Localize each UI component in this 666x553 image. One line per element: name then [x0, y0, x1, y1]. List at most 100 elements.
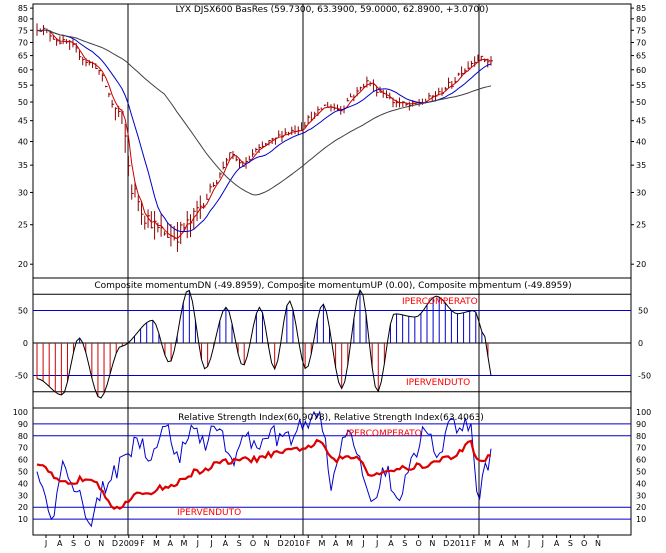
rsi-long-line: [36, 438, 492, 510]
year-divider-lines: [127, 4, 480, 535]
price-y-tick-label: 40: [636, 138, 646, 147]
rsi-y-tick-label: 90: [18, 420, 28, 429]
price-y-tick-label: 60: [636, 66, 646, 75]
x-tick-month-label: M: [346, 539, 353, 548]
price-y-tick-label: 55: [636, 81, 646, 90]
price-y-tick-label: 45: [636, 117, 646, 126]
x-tick-year-label: 2009: [119, 539, 139, 548]
x-tick-month-label: F: [471, 539, 476, 548]
x-tick-year-label: 2010: [284, 539, 304, 548]
x-tick-month-label: O: [250, 539, 256, 548]
rsi-y-tick-label: 70: [636, 444, 646, 453]
x-tick-month-label: N: [595, 539, 601, 548]
x-tick-month-label: J: [196, 539, 199, 548]
x-tick-month-label: J: [209, 539, 212, 548]
x-tick-month-label: A: [57, 539, 63, 548]
price-y-tick-label: 35: [636, 161, 646, 170]
price-y-tick-label: 25: [18, 221, 28, 230]
x-tick-month-label: S: [568, 539, 573, 548]
x-tick-month-label: D: [278, 539, 284, 548]
x-tick-month-label: A: [554, 539, 560, 548]
x-tick-month-label: J: [375, 539, 378, 548]
price-title: LYX DJSX600 BasRes (59.7300, 63.3900, 59…: [176, 5, 489, 15]
price-y-tick-label: 85: [18, 4, 28, 13]
rsi-y-tick-label: 50: [636, 468, 646, 477]
rsi-y-tick-label: 20: [636, 503, 646, 512]
momentum-y-tick-label: 50: [638, 307, 648, 316]
rsi-y-tick-label: 60: [636, 456, 646, 465]
x-tick-month-label: F: [306, 539, 311, 548]
rsi-y-axis-ticks: 10 10 20 20 30 30 40 40 50 50 60 60 70 70 80 80 90 90 100 1…: [13, 408, 652, 524]
rsi-y-tick-label: 20: [18, 503, 28, 512]
moving-average-40: [36, 29, 492, 196]
x-tick-month-label: J: [527, 539, 530, 548]
rsi-y-tick-label: 60: [18, 456, 28, 465]
x-tick-month-label: M: [181, 539, 188, 548]
x-tick-month-label: F: [140, 539, 145, 548]
momentum-overbought-label: IPERCOMPERATO: [402, 297, 478, 307]
rsi-y-tick-label: 50: [18, 468, 28, 477]
x-tick-month-label: O: [581, 539, 587, 548]
price-y-tick-label: 85: [636, 4, 646, 13]
price-y-axis-ticks: 20 20 25 25 30 30 35 35 40 40 45 45 50 50 55 55 60 60 65 65…: [18, 4, 646, 269]
x-tick-month-label: S: [237, 539, 242, 548]
x-tick-month-label: M: [319, 539, 326, 548]
rsi-y-tick-label: 40: [636, 479, 646, 488]
x-tick-month-label: M: [153, 539, 160, 548]
price-y-tick-label: 45: [18, 117, 28, 126]
momentum-y-tick-label: -50: [15, 372, 28, 381]
x-tick-month-label: D: [112, 539, 118, 548]
rsi-y-tick-label: 90: [636, 420, 646, 429]
price-y-tick-label: 75: [636, 26, 646, 35]
momentum-y-tick-label: -50: [638, 372, 651, 381]
rsi-panel-frame: [32, 407, 632, 536]
momentum-title: Composite momentumDN (-49.8959), Composi…: [94, 281, 571, 291]
price-y-tick-label: 30: [636, 188, 646, 197]
x-tick-month-label: O: [415, 539, 421, 548]
rsi-y-tick-label: 10: [636, 515, 646, 524]
x-tick-month-label: S: [402, 539, 407, 548]
price-y-tick-label: 35: [18, 161, 28, 170]
x-tick-month-label: N: [98, 539, 104, 548]
x-tick-month-label: M: [512, 539, 519, 548]
price-y-tick-label: 50: [18, 98, 28, 107]
price-y-tick-label: 70: [18, 38, 28, 47]
price-moving-averages: [36, 29, 492, 240]
x-tick-month-label: J: [541, 539, 544, 548]
x-tick-year-label: 2011: [450, 539, 470, 548]
x-tick-month-label: M: [484, 539, 491, 548]
x-tick-month-label: A: [333, 539, 339, 548]
momentum-oversold-label: IPERVENDUTO: [406, 378, 470, 388]
momentum-level-lines: [33, 293, 631, 393]
rsi-y-tick-label: 80: [18, 432, 28, 441]
x-tick-month-label: J: [44, 539, 47, 548]
price-y-tick-label: 80: [18, 15, 28, 24]
price-y-tick-label: 20: [636, 260, 646, 269]
price-y-tick-label: 50: [636, 98, 646, 107]
rsi-short-line: [36, 410, 492, 528]
x-tick-month-label: A: [499, 539, 505, 548]
rsi-y-tick-label: 30: [636, 491, 646, 500]
x-tick-month-label: A: [388, 539, 394, 548]
x-tick-month-label: J: [361, 539, 364, 548]
x-tick-month-label: S: [71, 539, 76, 548]
price-y-tick-label: 60: [18, 66, 28, 75]
price-y-tick-label: 75: [18, 26, 28, 35]
rsi-y-tick-label: 100: [636, 408, 651, 417]
x-tick-month-label: D: [443, 539, 449, 548]
momentum-y-tick-label: 0: [638, 339, 643, 348]
rsi-title: Relative Strength Index(60.9078), Relati…: [178, 413, 484, 423]
rsi-y-tick-label: 80: [636, 432, 646, 441]
price-y-tick-label: 55: [18, 81, 28, 90]
price-y-tick-label: 25: [636, 221, 646, 230]
x-tick-month-label: N: [264, 539, 270, 548]
rsi-y-tick-label: 30: [18, 491, 28, 500]
rsi-oversold-label: IPERVENDUTO: [177, 508, 241, 518]
rsi-y-tick-label: 70: [18, 444, 28, 453]
price-y-tick-label: 70: [636, 38, 646, 47]
x-axis-month-labels: J A S O N D 2009 F M A M J J A S O N D 2010 F M A M J J A S O N D 2011…: [44, 535, 601, 548]
momentum-curve: [36, 288, 492, 399]
x-tick-month-label: A: [167, 539, 173, 548]
